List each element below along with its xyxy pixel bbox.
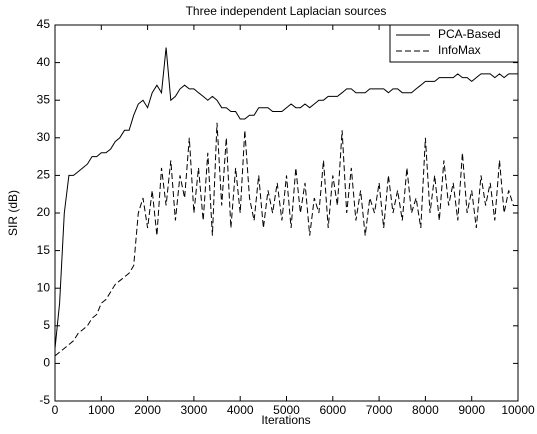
- y-axis-label: SIR (dB): [6, 190, 20, 236]
- y-tick-label: 35: [37, 92, 51, 106]
- legend-label: InfoMax: [438, 43, 481, 57]
- y-tick-label: 5: [43, 318, 50, 332]
- x-tick-label: 6000: [319, 403, 346, 417]
- x-tick-label: 5000: [273, 403, 300, 417]
- y-tick-label: 15: [37, 243, 51, 257]
- legend-label: PCA-Based: [438, 27, 501, 41]
- legend-box: [389, 24, 519, 63]
- y-tick-label: 0: [43, 356, 50, 370]
- x-axis-label: Iterations: [261, 413, 310, 427]
- plot-frame: [54, 24, 519, 402]
- line-series: [54, 122, 518, 357]
- x-tick-label: 2000: [134, 403, 161, 417]
- y-tick-label: 30: [37, 130, 51, 144]
- chart-title: Three independent Laplacian sources: [186, 4, 387, 18]
- x-tick-label: 9000: [458, 403, 485, 417]
- y-tick-label: 45: [37, 17, 51, 31]
- y-tick-label: 10: [37, 280, 51, 294]
- x-tick-label: 1000: [88, 403, 115, 417]
- y-tick-label: -5: [39, 393, 50, 407]
- y-tick-label: 25: [37, 168, 51, 182]
- y-tick-label: 20: [37, 205, 51, 219]
- x-tick-label: 0: [52, 403, 59, 417]
- x-tick-label: 10000: [501, 403, 535, 417]
- y-tick-label: 40: [37, 55, 51, 69]
- line-series: [54, 47, 518, 349]
- x-tick-label: 8000: [412, 403, 439, 417]
- x-tick-label: 7000: [366, 403, 393, 417]
- x-tick-label: 4000: [227, 403, 254, 417]
- x-tick-label: 3000: [181, 403, 208, 417]
